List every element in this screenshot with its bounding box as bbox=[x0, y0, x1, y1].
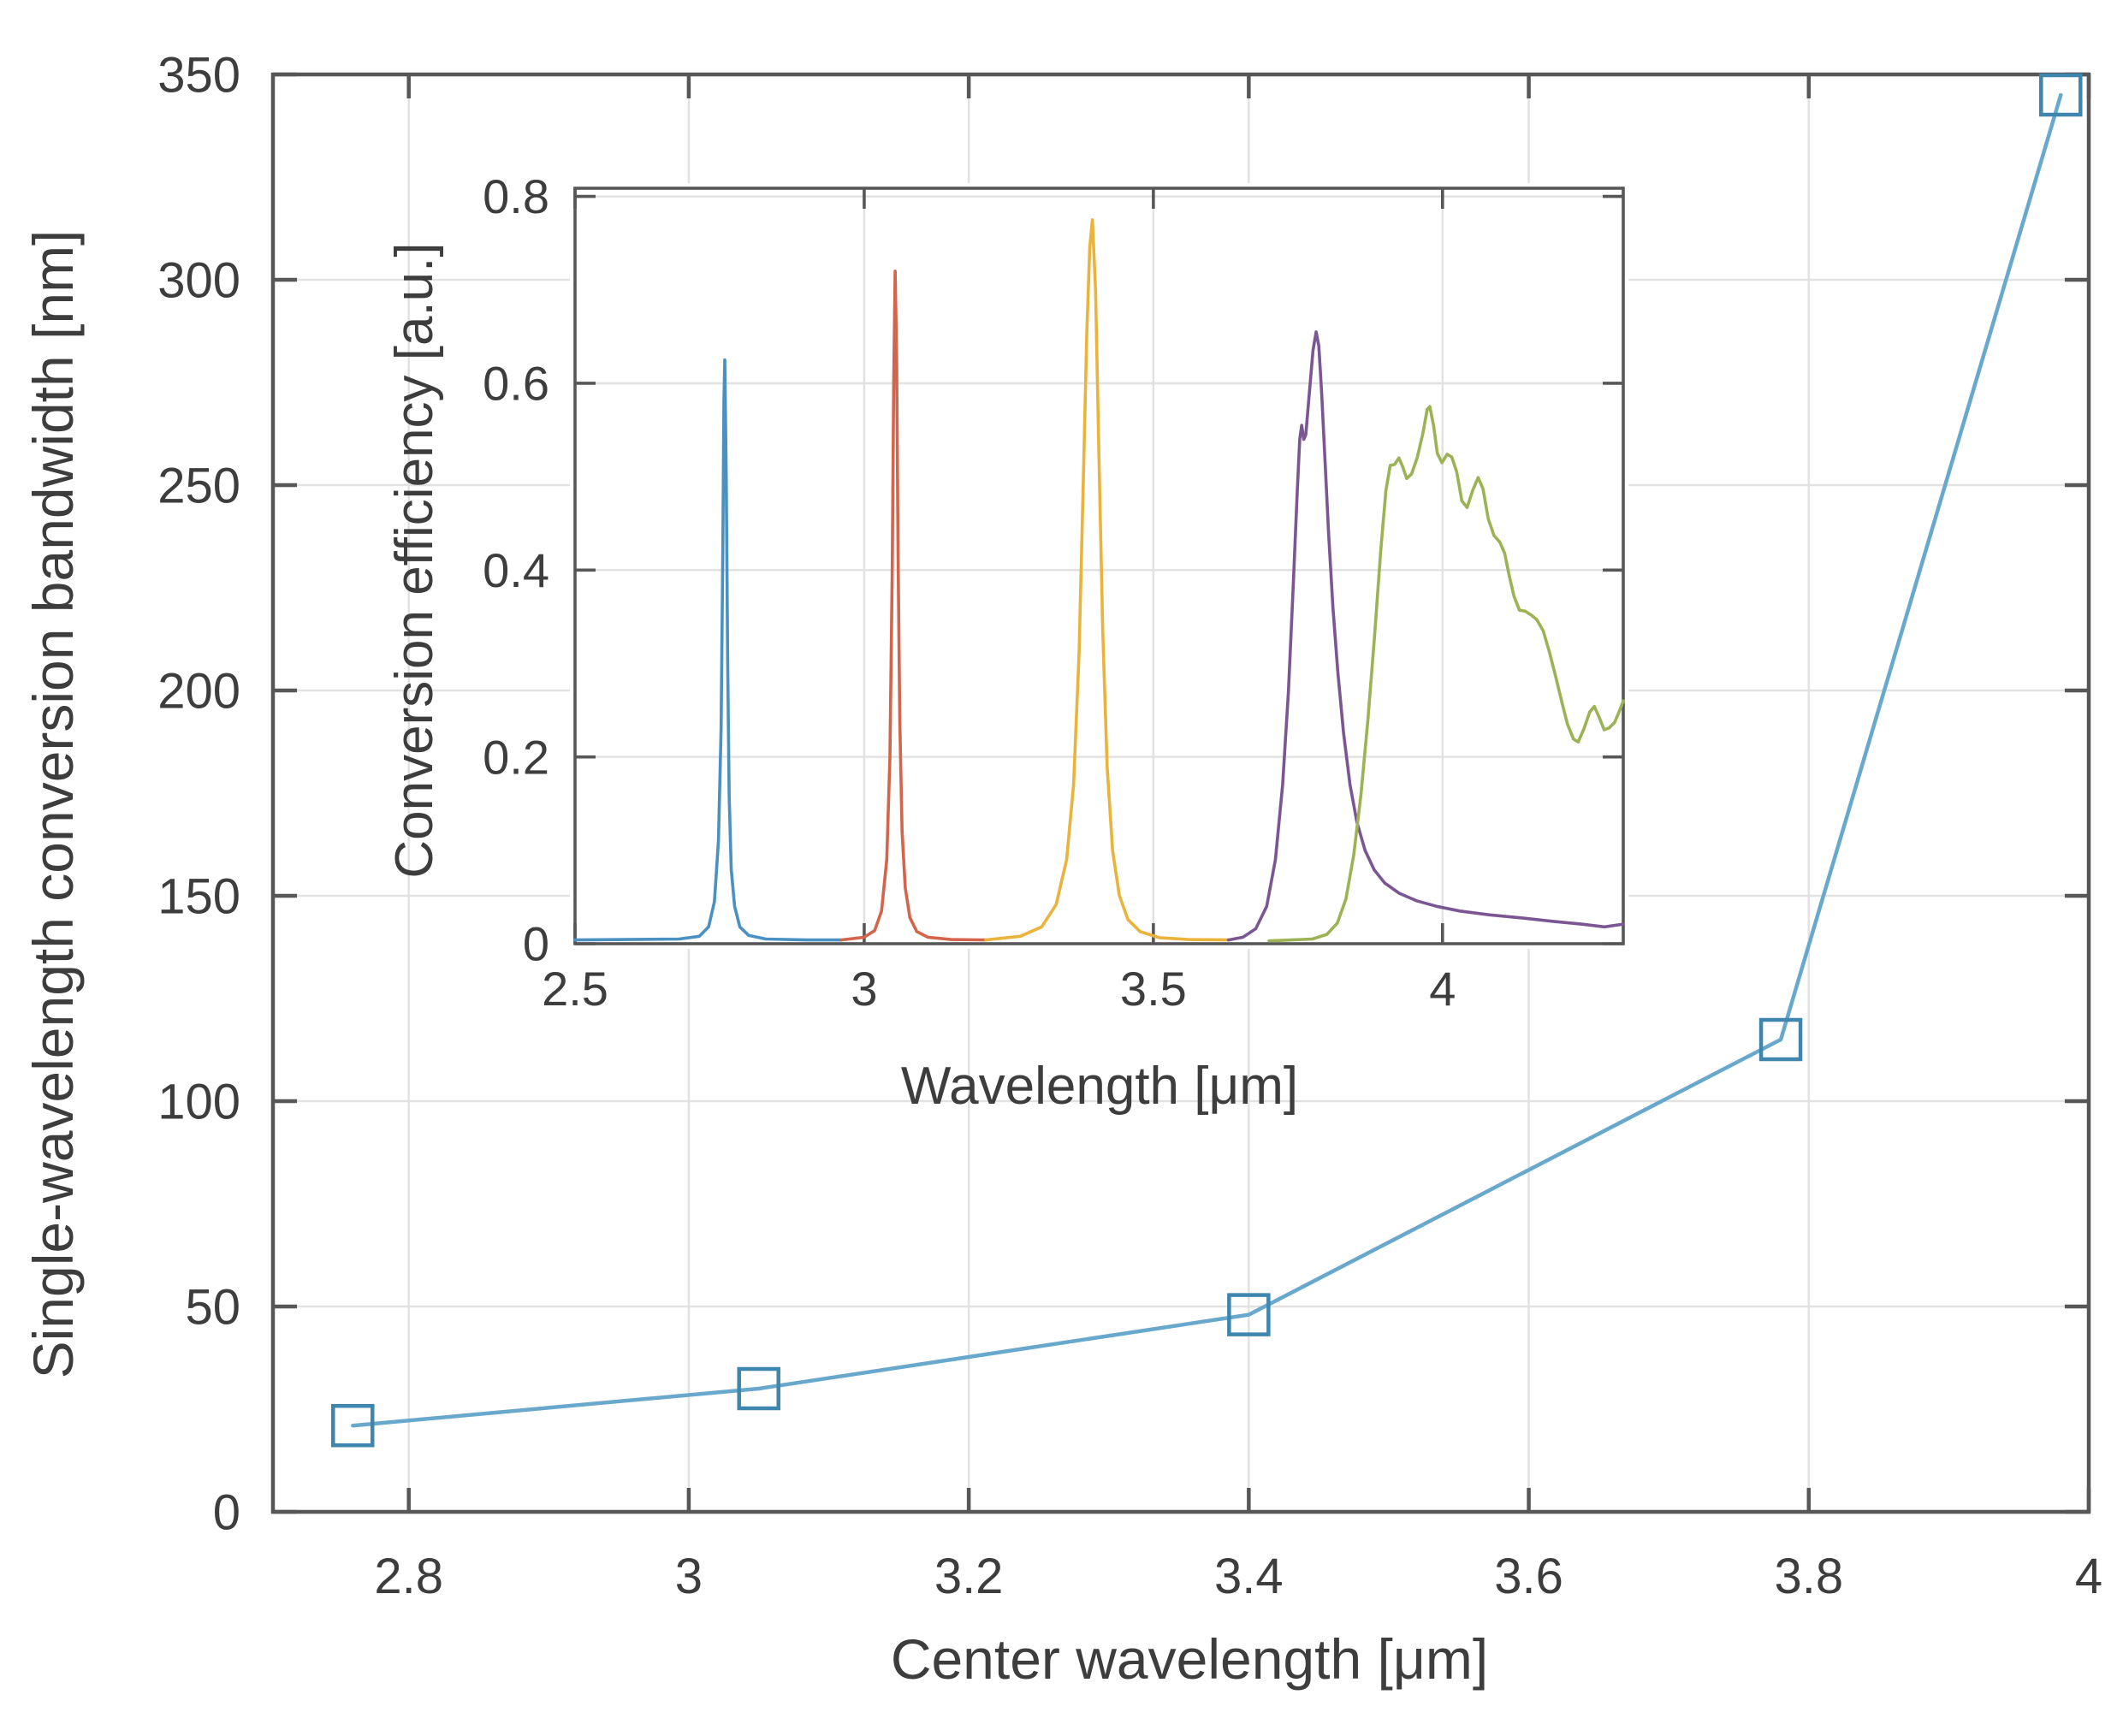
y-tick-label: 0.2 bbox=[483, 730, 549, 784]
y-tick-label: 200 bbox=[157, 663, 240, 719]
x-tick-label: 4 bbox=[1429, 962, 1456, 1016]
series-line bbox=[1267, 405, 1625, 943]
x-tick-label: 3 bbox=[675, 1549, 703, 1604]
main-y-axis-label: Single-wavelength conversion bandwidth [… bbox=[21, 230, 85, 1379]
x-tick-label: 3.6 bbox=[1494, 1549, 1563, 1604]
series-line bbox=[573, 358, 843, 942]
data-point-marker bbox=[1758, 1017, 1803, 1062]
y-tick-label: 0.8 bbox=[483, 169, 549, 223]
series-line bbox=[351, 92, 2063, 1428]
x-tick-label: 3.5 bbox=[1120, 962, 1187, 1016]
x-tick-label: 3 bbox=[851, 962, 877, 1016]
data-point-marker bbox=[331, 1403, 375, 1448]
y-tick-label: 50 bbox=[185, 1279, 240, 1335]
inset-y-axis-label: Conversion efficiency [a.u.] bbox=[385, 242, 444, 878]
y-tick-label: 150 bbox=[157, 868, 240, 924]
y-tick-label: 250 bbox=[157, 458, 240, 513]
y-tick-label: 100 bbox=[157, 1074, 240, 1129]
series-line bbox=[839, 270, 987, 942]
main-x-axis-label: Center wavelength [μm] bbox=[891, 1627, 1488, 1691]
inset-x-axis-label: Wavelength [μm] bbox=[901, 1057, 1298, 1116]
x-tick-label: 2.5 bbox=[542, 962, 608, 1016]
y-tick-label: 350 bbox=[157, 47, 240, 103]
data-point-marker bbox=[2039, 73, 2083, 117]
x-tick-label: 3.8 bbox=[1774, 1549, 1843, 1604]
x-tick-label: 3.4 bbox=[1214, 1549, 1284, 1604]
y-tick-label: 300 bbox=[157, 252, 240, 308]
y-tick-label: 0.6 bbox=[483, 357, 549, 411]
inset-background bbox=[570, 183, 1628, 949]
x-tick-label: 4 bbox=[2075, 1549, 2102, 1604]
x-tick-label: 2.8 bbox=[374, 1549, 443, 1604]
y-tick-label: 0 bbox=[523, 917, 549, 971]
data-point-marker bbox=[1227, 1293, 1271, 1336]
data-point-marker bbox=[737, 1366, 780, 1411]
series-line bbox=[1226, 330, 1625, 942]
series-line bbox=[984, 218, 1231, 942]
y-tick-label: 0 bbox=[213, 1484, 240, 1540]
plot-frame bbox=[573, 187, 1625, 945]
plot-frame bbox=[270, 72, 2091, 1514]
x-tick-label: 3.2 bbox=[934, 1549, 1004, 1604]
inset-chart: 2.5 3 3.5 4 0 0.2 0.4 0.6 0.8 Wavelength [μm] Co… bbox=[385, 169, 1628, 1116]
y-tick-label: 0.4 bbox=[483, 543, 549, 597]
